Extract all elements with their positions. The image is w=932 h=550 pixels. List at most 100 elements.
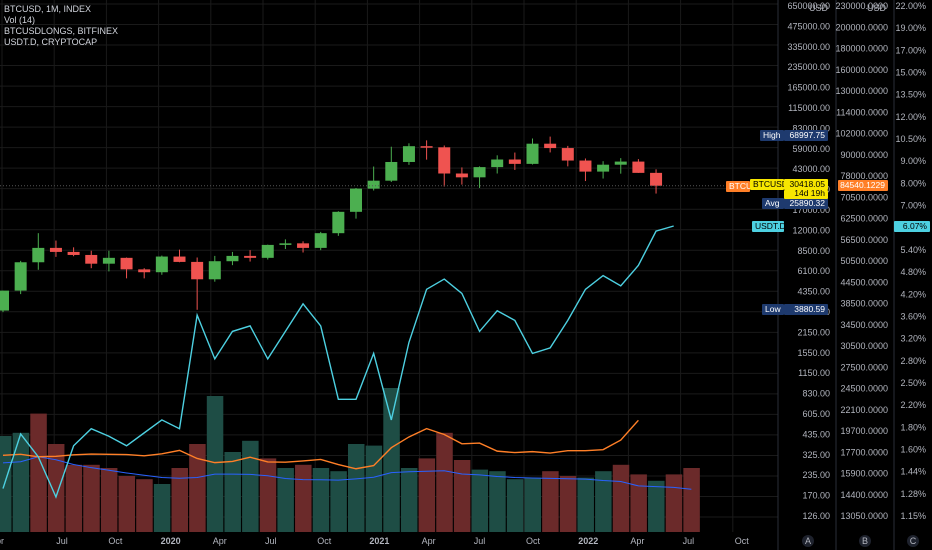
volume-bar	[348, 444, 365, 532]
scale1-tick: 435.00	[802, 429, 830, 439]
candle-body	[120, 257, 133, 270]
scale1-tick: 1150.00	[798, 368, 830, 378]
scale2-tick: 130000.0000	[835, 86, 888, 96]
candle-body	[350, 188, 362, 212]
price-scale-longs[interactable]: 230000.0000 200000.0000 180000.0000 160000.…	[835, 0, 894, 550]
scale3-tick: 1.28%	[900, 489, 926, 499]
scale2-tick: 62500.0000	[840, 214, 888, 224]
candle-body	[438, 147, 451, 174]
scale1-tick: 475000.00	[787, 21, 830, 31]
volume-bar	[12, 432, 30, 532]
usdt-value-box	[894, 221, 930, 232]
scale2-bg	[836, 0, 894, 550]
scale-footer-button[interactable]	[907, 535, 919, 547]
scale-footer-button[interactable]	[859, 535, 871, 547]
legend-symbol[interactable]: BTCUSD, 1M, INDEX	[4, 4, 92, 14]
candle-body	[191, 261, 204, 280]
scale2-tick: 70500.0000	[840, 192, 888, 202]
time-tick-label: Jul	[474, 536, 486, 546]
scale3-tick: 4.20%	[900, 289, 926, 299]
volume-bar	[559, 476, 577, 532]
candle-body	[138, 269, 151, 273]
candle-body	[473, 167, 486, 178]
scale2-tick: 114000.0000	[836, 107, 888, 117]
price-scale-btcusd[interactable]: 650000.00 475000.00 335000.00 235000.00 1650…	[777, 0, 836, 550]
scale3-tick: 22.00%	[895, 1, 926, 11]
scale1-tick: 59000.00	[792, 144, 830, 154]
price-scale-usdt[interactable]: 22.00% 19.00% 17.00% 15.00% 13.50% 12.00% 10.5…	[802, 0, 932, 550]
volume-bar	[471, 469, 489, 532]
longs-left-box	[726, 181, 750, 192]
scale-footer-button[interactable]	[802, 535, 814, 547]
volume-bar	[224, 452, 241, 532]
scale1-tick: 83000.00	[792, 123, 830, 133]
volume-bar	[295, 464, 312, 532]
high-label-text: High	[763, 130, 781, 140]
legend-volume[interactable]: Vol (14)	[4, 15, 36, 25]
candle-body	[102, 257, 115, 264]
scale2-unit: USD	[867, 3, 887, 13]
btcusdlongs-series	[2, 419, 639, 470]
candle-body	[632, 161, 645, 173]
scale2-tick: 180000.0000	[835, 44, 888, 54]
candle-body	[49, 247, 62, 252]
scale3-tick: 1.80%	[900, 422, 926, 432]
candle-body	[85, 254, 98, 264]
scale1-tick: 2150.00	[797, 327, 830, 337]
candle-body	[208, 261, 221, 280]
volume-bar	[189, 444, 206, 532]
volume-bar	[612, 464, 630, 532]
scale-footer-label: B	[862, 536, 868, 546]
scale2-tick: 230000.0000	[835, 1, 888, 11]
candle-body	[420, 146, 433, 148]
candle-body	[385, 161, 398, 181]
scale1-tick: 235000.00	[787, 62, 830, 72]
longs-value-text: 84540.1229	[840, 180, 885, 190]
usdt-d-series	[2, 225, 674, 499]
scale1-tick: 6100.00	[797, 266, 830, 276]
scale-footer-label: C	[910, 536, 917, 546]
scale3-tick: 12.00%	[895, 112, 926, 122]
longs-left-text: BTCU	[729, 181, 752, 191]
candle-body	[544, 143, 557, 149]
scale1-tick: 335000.00	[787, 42, 830, 52]
scale2-tick: 30500.0000	[840, 341, 888, 351]
volume-bar	[65, 464, 83, 532]
scale3-bg	[894, 0, 932, 550]
volume-bar	[524, 477, 541, 532]
volume-bar	[312, 468, 330, 532]
candle-body	[67, 251, 80, 255]
scale3-tick: 2.20%	[900, 400, 926, 410]
scale2-tick: 14400.0000	[840, 490, 888, 500]
high-value-text: 68997.75	[790, 130, 826, 140]
scale1-tick: 17000.00	[792, 205, 830, 215]
scale3-tick: 9.00%	[900, 156, 926, 166]
scale2-tick: 34500.0000	[840, 320, 888, 330]
time-tick-label: pr	[0, 536, 4, 546]
time-tick-label: Jul	[683, 536, 695, 546]
btcusd-countdown-box	[784, 190, 828, 199]
volume-bar	[277, 468, 294, 532]
scale3-tick: 10.50%	[895, 134, 926, 144]
scale2-tick: 13050.0000	[840, 511, 888, 521]
legend-usdt[interactable]: USDT.D, CRYPTOCAP	[4, 37, 98, 47]
scale1-bg	[778, 0, 836, 550]
scale2-tick: 78000.0000	[840, 171, 888, 181]
candle-body	[526, 143, 539, 164]
candle-body	[579, 160, 592, 172]
scale3-tick: 4.80%	[900, 267, 926, 277]
candle-body	[491, 159, 504, 168]
candle-body	[614, 161, 627, 165]
legend-longs[interactable]: BTCUSDLONGS, BITFINEX	[4, 26, 119, 36]
candle-body	[173, 256, 186, 262]
scale3-tick: 1.15%	[900, 511, 926, 521]
scale1-tick: 126.00	[802, 511, 830, 521]
scale1-tick: 650000.00	[787, 1, 830, 11]
candle-body	[14, 262, 27, 291]
scale1-tick: 12000.00	[792, 225, 830, 235]
scale3-tick: 5.40%	[900, 245, 926, 255]
volume-bar	[242, 440, 259, 532]
candle-body	[32, 247, 45, 263]
